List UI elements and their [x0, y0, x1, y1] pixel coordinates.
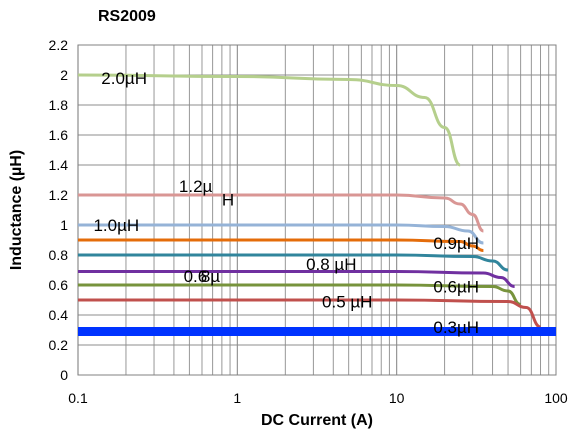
y-tick-label: 0.2 — [49, 337, 69, 353]
y-tick-label: 1.8 — [49, 97, 69, 113]
x-axis-label: DC Current (A) — [261, 412, 373, 429]
series-annotation: 0.5 µH — [322, 293, 372, 312]
x-tick-label: 10 — [389, 390, 405, 406]
series-line — [78, 253, 509, 272]
chart-grid — [77, 44, 556, 376]
y-tick-label: 1.2 — [49, 187, 69, 203]
series-line — [77, 223, 484, 245]
y-tick-label: 2 — [60, 67, 68, 83]
series-annotation: 0.6µH — [433, 278, 479, 297]
series-annotation: 1.0µH — [93, 216, 139, 235]
series-annotation: 0.8 µH — [306, 255, 356, 274]
series-layer — [77, 73, 556, 337]
series-annotation: H — [222, 191, 234, 210]
y-tick-label: 0 — [60, 367, 68, 383]
series-annotation: 2.0µH — [101, 69, 147, 88]
series-line — [77, 73, 461, 167]
series-line — [78, 238, 484, 252]
series-annotation: 1.2µ — [179, 177, 213, 196]
x-tick-label: 1 — [233, 390, 241, 406]
series-annotation: 0.6 — [184, 267, 208, 286]
y-tick-label: 1.6 — [49, 127, 69, 143]
y-tick-label: 0.6 — [49, 277, 69, 293]
series-line — [77, 298, 542, 329]
x-tick-label: 0.1 — [68, 390, 88, 406]
series-line — [77, 269, 515, 288]
annotations: 2.0µH 1.2µ H 1.0µH 0.9µH 0.8 µH 0.68µ 0.6µH 0.5 … — [93, 69, 479, 337]
x-tick-label: 100 — [544, 390, 568, 406]
series-line — [78, 283, 522, 306]
y-tick-label: 2.2 — [49, 37, 69, 53]
series-line — [78, 193, 484, 233]
y-tick-label: 0.4 — [49, 307, 69, 323]
y-tick-label: 0.8 — [49, 247, 69, 263]
series-annotation: 0.9µH — [433, 234, 479, 253]
plot-area — [77, 44, 557, 376]
series-annotation: 0.3µH — [433, 318, 479, 337]
y-tick-label: 1.4 — [49, 157, 69, 173]
series-annotation: 8µ — [201, 267, 220, 286]
y-axis-label: Inductance (µH) — [8, 150, 25, 270]
chart-title: RS2009 — [98, 8, 156, 25]
y-tick-label: 1 — [60, 217, 68, 233]
tick-labels: 0 0.2 0.4 0.6 0.8 1 1.2 1.4 1.6 1.8 2 2.2 0.1 1 10 100 — [49, 37, 568, 406]
